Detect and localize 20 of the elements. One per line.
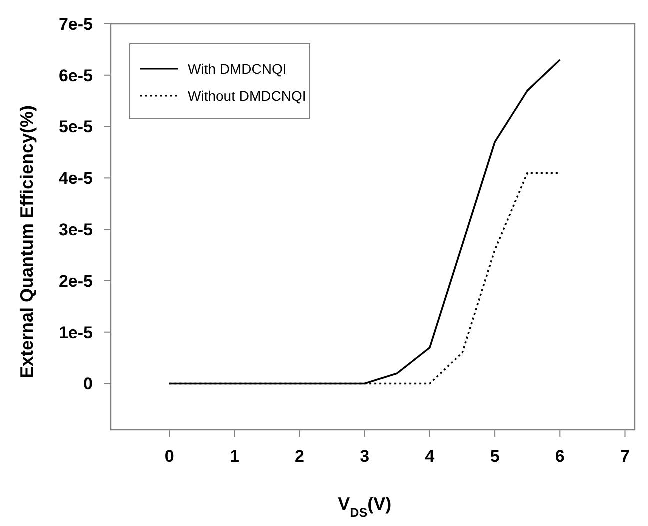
y-tick-label: 7e-5: [58, 14, 93, 34]
x-axis-title: V$_{DS}$(V): [338, 494, 392, 520]
y-tick-label: 6e-5: [58, 66, 93, 86]
y-tick-label: 1e-5: [58, 323, 93, 342]
y-tick-label: 2e-5: [58, 272, 93, 291]
y-tick-label: 4e-5: [58, 169, 93, 188]
x-tick-label: 1: [230, 447, 240, 466]
x-tick-label: 5: [490, 447, 500, 466]
y-tick-label: 3e-5: [58, 220, 93, 240]
y-tick-label: 0: [84, 374, 93, 394]
y-tick-label: 5e-5: [58, 118, 93, 137]
x-tick-label: 7: [620, 447, 630, 466]
y-axis-title: External Quantum Efficiency(%): [17, 105, 37, 379]
x-tick-label: 3: [360, 447, 370, 466]
legend-label: With DMDCNQI: [188, 60, 287, 77]
x-tick-label: 4: [425, 447, 436, 466]
legend-label: Without DMDCNQI: [188, 88, 306, 104]
x-tick-label: 6: [555, 447, 565, 466]
x-tick-label: 0: [164, 447, 174, 466]
x-tick-label: 2: [295, 447, 305, 466]
